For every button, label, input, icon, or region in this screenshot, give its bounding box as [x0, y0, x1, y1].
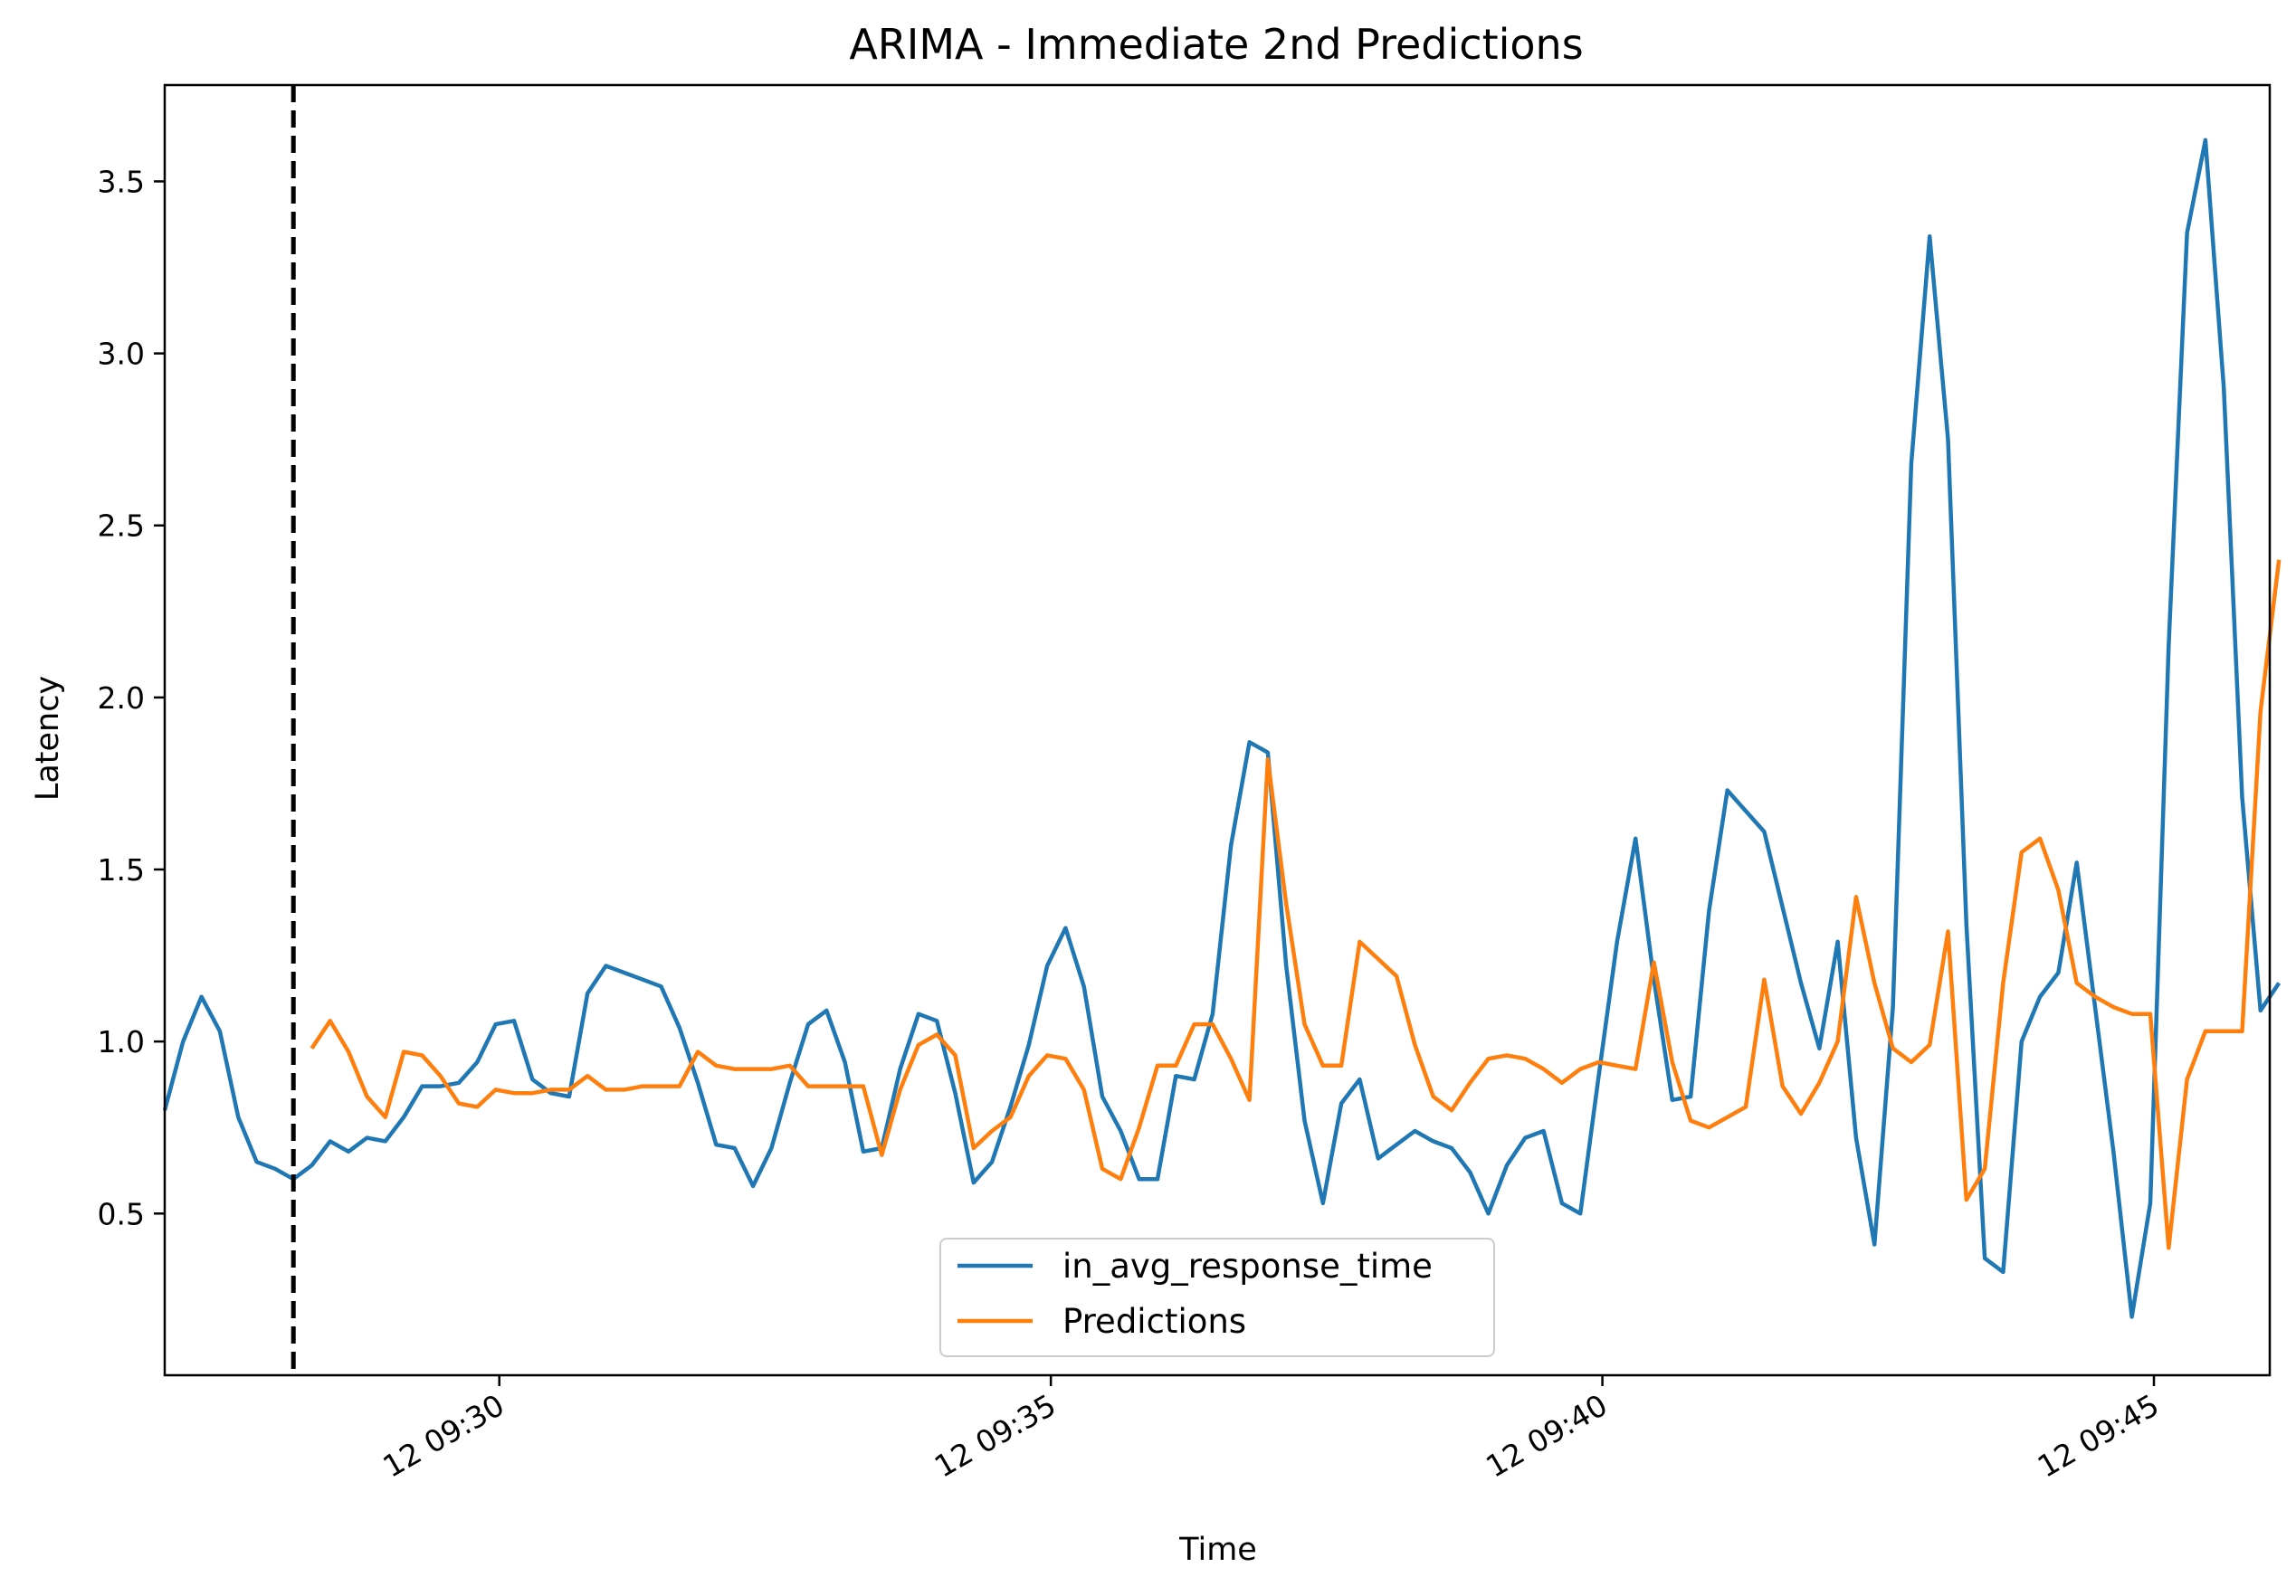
- y-axis-label: Latency: [30, 676, 66, 801]
- y-tick-label: 0.5: [98, 1196, 145, 1231]
- series-layer: [162, 138, 2282, 1319]
- y-tick-label: 3.5: [98, 164, 145, 199]
- y-tick-label: 2.5: [98, 508, 145, 544]
- plot-area: [162, 83, 2282, 1377]
- y-tick-label: 2.0: [98, 680, 145, 716]
- plot-frame: [163, 83, 2272, 1377]
- legend-frame: [939, 1238, 1495, 1357]
- chart-title: ARIMA - Immediate 2nd Predictions: [849, 20, 1583, 69]
- y-tick-label: 3.0: [98, 337, 145, 372]
- series-line-in-avg-response-time: [162, 138, 2282, 1319]
- x-axis-label: Time: [1178, 1532, 1257, 1568]
- y-axis: 0.5 1.0 1.5 2.0 2.5 3.0 3.5: [98, 164, 165, 1231]
- series-line-predictions: [310, 559, 2282, 1250]
- y-tick-label: 1.0: [98, 1024, 145, 1059]
- legend-label-in-avg-response-time: in_avg_response_time: [1062, 1247, 1433, 1286]
- y-tick-label: 1.5: [98, 852, 145, 888]
- legend-label-predictions: Predictions: [1062, 1302, 1246, 1341]
- plot-frame-background: [165, 85, 2270, 1375]
- legend: in_avg_response_time Predictions: [939, 1238, 1495, 1357]
